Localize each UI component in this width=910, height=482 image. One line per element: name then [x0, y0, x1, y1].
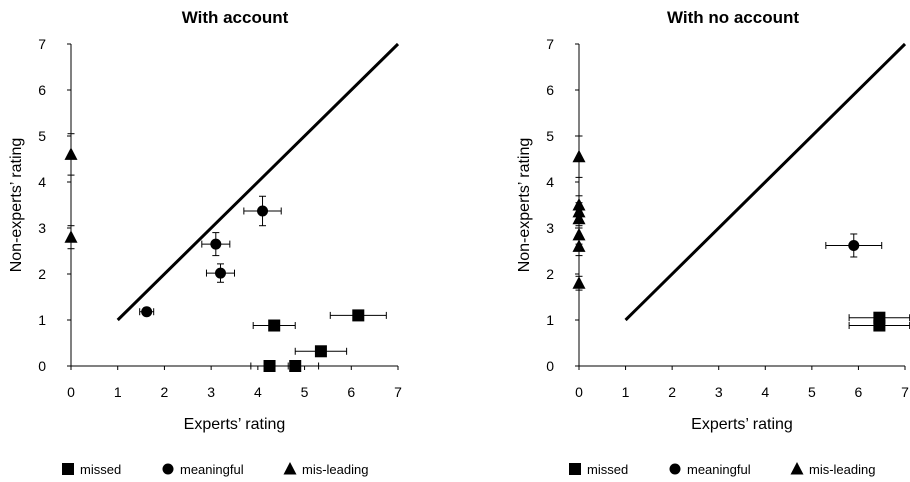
mis-leading-point [64, 230, 78, 243]
x-tick-label: 1 [114, 384, 122, 400]
y-tick-label: 3 [546, 220, 554, 236]
y-axis-label: Non-experts’ rating [8, 138, 25, 273]
legend-marker-mis-leading [283, 462, 297, 475]
series-missed [848, 311, 910, 332]
missed-point [289, 360, 302, 372]
chart-1: With account 0 1 2 3 4 5 6 7 0 1 2 3 4 5 6 7 Experts’ rat… [8, 8, 402, 477]
mis-leading-point [572, 149, 586, 163]
meaningful-point [848, 239, 860, 251]
y-tick-label: 5 [546, 128, 554, 144]
x-tick-label: 3 [715, 384, 723, 400]
mis-leading-point [64, 147, 78, 160]
missed-point [268, 319, 281, 332]
mis-leading-point [572, 239, 586, 252]
legend-label: missed [80, 462, 121, 477]
y-tick-label: 6 [546, 82, 554, 98]
x-tick-label: 0 [67, 384, 75, 400]
y-tick-label: 0 [38, 358, 46, 374]
diagonal-line [116, 42, 400, 322]
y-axis-label: Non-experts’ rating [516, 138, 533, 273]
legend-label: meaningful [180, 462, 244, 477]
x-tick-label: 6 [855, 384, 863, 400]
legend-marker-missed [569, 463, 581, 475]
mis-leading-point [572, 276, 586, 289]
x-tick-label: 5 [301, 384, 309, 400]
y-tick-label: 7 [546, 36, 554, 52]
y-tick-label: 6 [38, 82, 46, 98]
y-tick-label: 3 [38, 220, 46, 236]
legend-label: mis-leading [809, 462, 875, 477]
missed-point [263, 360, 276, 372]
x-tick-label: 7 [394, 384, 402, 400]
x-tick-label: 7 [901, 384, 909, 400]
y-tick-label: 5 [38, 128, 46, 144]
legend-label: mis-leading [302, 462, 368, 477]
x-tick-label: 0 [575, 384, 583, 400]
series-mis-leading [572, 135, 586, 291]
chart-title: With account [182, 8, 289, 27]
meaningful-point [214, 267, 226, 279]
x-tick-label: 2 [161, 384, 169, 400]
legend-marker-meaningful [162, 463, 174, 475]
series-meaningful [139, 195, 282, 318]
meaningful-point [141, 306, 153, 318]
x-tick-label: 3 [207, 384, 215, 400]
y-tick-label: 2 [38, 266, 46, 282]
series-missed [250, 309, 387, 372]
series-meaningful [825, 233, 883, 258]
y-tick-label: 1 [38, 312, 46, 328]
y-tick-label: 0 [546, 358, 554, 374]
y-tick-label: 2 [546, 266, 554, 282]
chart-2: With no account 0 1 2 3 4 5 6 7 0 1 2 3 4 5 6 7 Experts’ … [516, 8, 910, 477]
y-tick-label: 4 [38, 174, 46, 190]
x-tick-label: 4 [761, 384, 769, 400]
x-tick-label: 5 [808, 384, 816, 400]
x-tick-label: 1 [622, 384, 630, 400]
y-tick-label: 7 [38, 36, 46, 52]
meaningful-point [257, 205, 269, 217]
legend-label: missed [587, 462, 628, 477]
legend-label: meaningful [687, 462, 751, 477]
y-tick-label: 4 [546, 174, 554, 190]
diagonal-line [624, 42, 907, 322]
legend: missed meaningful mis-leading [62, 462, 368, 477]
meaningful-point [210, 238, 222, 250]
mis-leading-point [572, 211, 586, 225]
x-tick-label: 2 [668, 384, 676, 400]
chart-title: With no account [667, 8, 799, 27]
legend-marker-meaningful [669, 463, 681, 475]
missed-point [873, 319, 886, 332]
missed-point [314, 345, 327, 358]
x-axis-label: Experts’ rating [184, 416, 286, 433]
legend: missed meaningful mis-leading [569, 462, 875, 477]
missed-point [352, 309, 365, 322]
x-tick-label: 6 [347, 384, 355, 400]
legend-marker-missed [62, 463, 74, 475]
legend-marker-mis-leading [790, 462, 804, 475]
x-axis-label: Experts’ rating [691, 416, 793, 433]
y-tick-label: 1 [546, 312, 554, 328]
series-mis-leading [64, 133, 78, 250]
x-tick-label: 4 [254, 384, 262, 400]
